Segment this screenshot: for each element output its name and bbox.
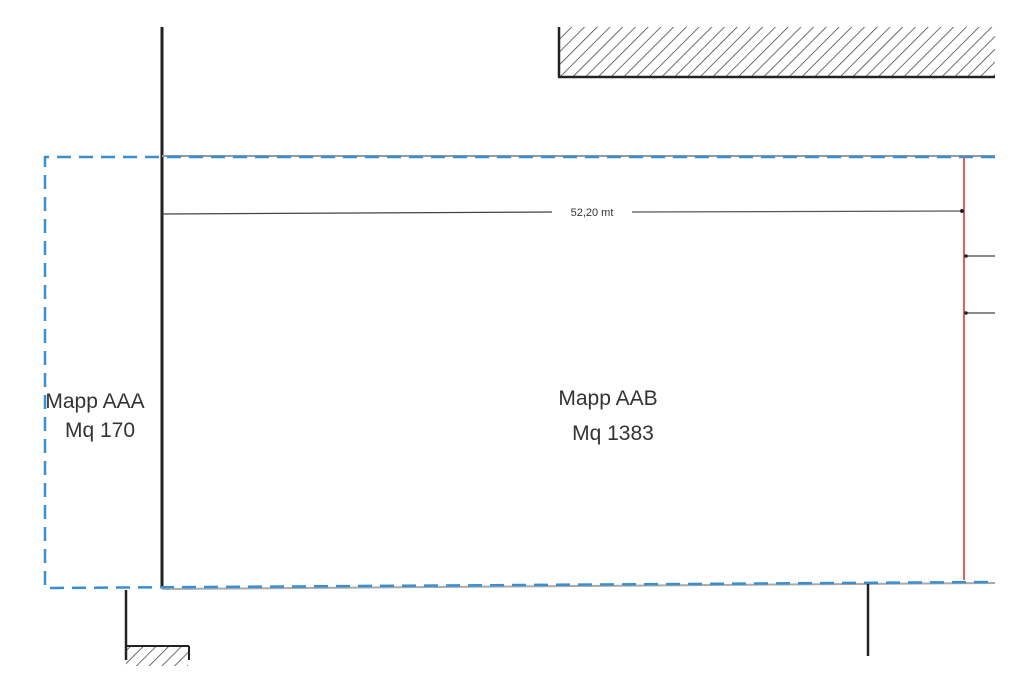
unit-area: Mq 170 [65,419,135,442]
unit-label-aaa: Mapp AAA Mq 170 [45,390,144,442]
unit-area: Mq 1383 [572,422,654,445]
dimension-label: 52,20 mt [571,207,614,219]
bottom-structure-left [124,590,190,666]
unit-name: Mapp AAB [558,387,657,410]
boundary-dashed [43,155,996,590]
hatched-structure-top [557,27,995,79]
wall-bottom [161,582,996,590]
unit-label-aab: Mapp AAB Mq 1383 [558,387,657,445]
side-ticks [964,254,995,315]
dimension-line: 52,20 mt [161,207,964,219]
unit-name: Mapp AAA [45,390,144,413]
